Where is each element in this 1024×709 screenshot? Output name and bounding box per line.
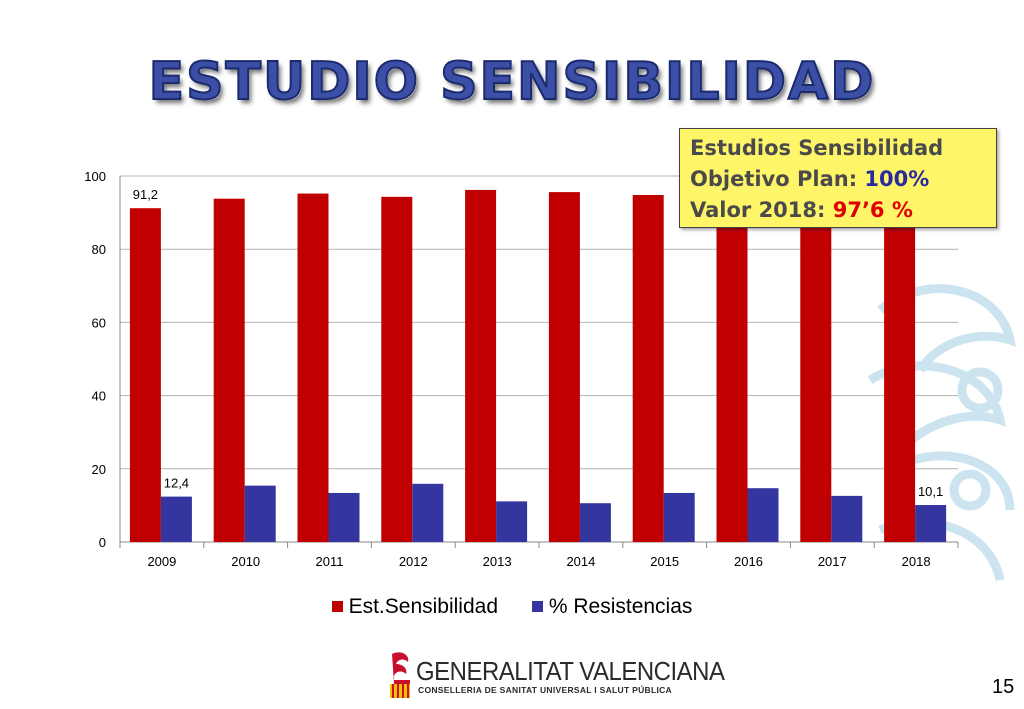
info-box-line2: Objetivo Plan: 100% xyxy=(690,164,986,195)
x-tick-label: 2013 xyxy=(483,554,512,569)
x-tick-label: 2011 xyxy=(316,554,344,569)
bar-resistencias xyxy=(496,501,528,542)
bar-est-sensibilidad xyxy=(465,189,497,542)
x-tick-label: 2015 xyxy=(650,554,679,569)
y-tick-label: 80 xyxy=(92,242,106,257)
bar-resistencias xyxy=(831,495,863,542)
data-label: 10,1 xyxy=(918,484,943,499)
x-tick-label: 2016 xyxy=(734,554,763,569)
bar-resistencias xyxy=(244,485,276,542)
page-number: 15 xyxy=(992,676,1015,698)
data-label: 12,4 xyxy=(164,476,189,491)
x-tick-label: 2009 xyxy=(147,554,176,569)
x-tick-label: 2010 xyxy=(231,554,260,569)
logo-subtitle: CONSELLERIA DE SANITAT UNIVERSAL I SALUT… xyxy=(418,685,672,695)
data-label: 91,2 xyxy=(133,187,158,202)
y-tick-label: 40 xyxy=(92,389,106,404)
bar-est-sensibilidad xyxy=(884,184,916,542)
y-tick-label: 0 xyxy=(99,535,106,550)
bar-est-sensibilidad xyxy=(716,188,748,542)
bar-resistencias xyxy=(579,503,611,542)
bar-est-sensibilidad xyxy=(297,193,329,542)
bar-resistencias xyxy=(663,492,695,542)
bar-est-sensibilidad xyxy=(129,208,161,542)
bar-est-sensibilidad xyxy=(632,195,664,543)
y-tick-label: 100 xyxy=(84,169,106,184)
chart-legend: Est.Sensibilidad % Resistencias xyxy=(0,595,1024,619)
bar-resistencias xyxy=(160,496,192,542)
bar-est-sensibilidad xyxy=(213,198,245,542)
value-2018-value: 97’6 % xyxy=(832,198,913,222)
slide-title: ESTUDIO SENSIBILIDAD xyxy=(148,51,876,113)
bar-resistencias xyxy=(328,492,360,542)
bar-resistencias xyxy=(915,505,947,542)
x-tick-label: 2017 xyxy=(818,554,847,569)
y-tick-label: 60 xyxy=(92,315,106,330)
info-box: Estudios Sensibilidad Objetivo Plan: 100… xyxy=(679,128,997,228)
value-2018-label: Valor 2018: xyxy=(690,198,833,222)
objective-label: Objetivo Plan: xyxy=(690,167,865,191)
info-box-line3: Valor 2018: 97’6 % xyxy=(690,195,986,226)
logo-name: GENERALITAT VALENCIANA xyxy=(416,656,725,686)
bar-est-sensibilidad xyxy=(800,186,832,543)
generalitat-emblem-icon xyxy=(390,652,410,698)
legend-item-series1: Est.Sensibilidad xyxy=(331,595,498,619)
objective-value: 100% xyxy=(864,167,930,191)
y-tick-label: 20 xyxy=(92,462,106,477)
legend-item-series2: % Resistencias xyxy=(531,595,693,619)
bar-est-sensibilidad xyxy=(381,196,413,542)
legend-swatch-series1 xyxy=(331,601,343,612)
bar-resistencias xyxy=(412,483,444,542)
legend-swatch-series2 xyxy=(531,601,543,612)
x-tick-label: 2014 xyxy=(566,554,595,569)
x-tick-label: 2018 xyxy=(902,554,931,569)
bar-est-sensibilidad xyxy=(548,192,580,542)
x-tick-label: 2012 xyxy=(399,554,428,569)
legend-label-series1: Est.Sensibilidad xyxy=(348,595,498,618)
generalitat-logo: GENERALITAT VALENCIANA CONSELLERIA DE SA… xyxy=(386,650,725,700)
info-box-line1: Estudios Sensibilidad xyxy=(690,136,944,160)
legend-label-series2: % Resistencias xyxy=(548,595,693,618)
bar-resistencias xyxy=(747,488,779,542)
